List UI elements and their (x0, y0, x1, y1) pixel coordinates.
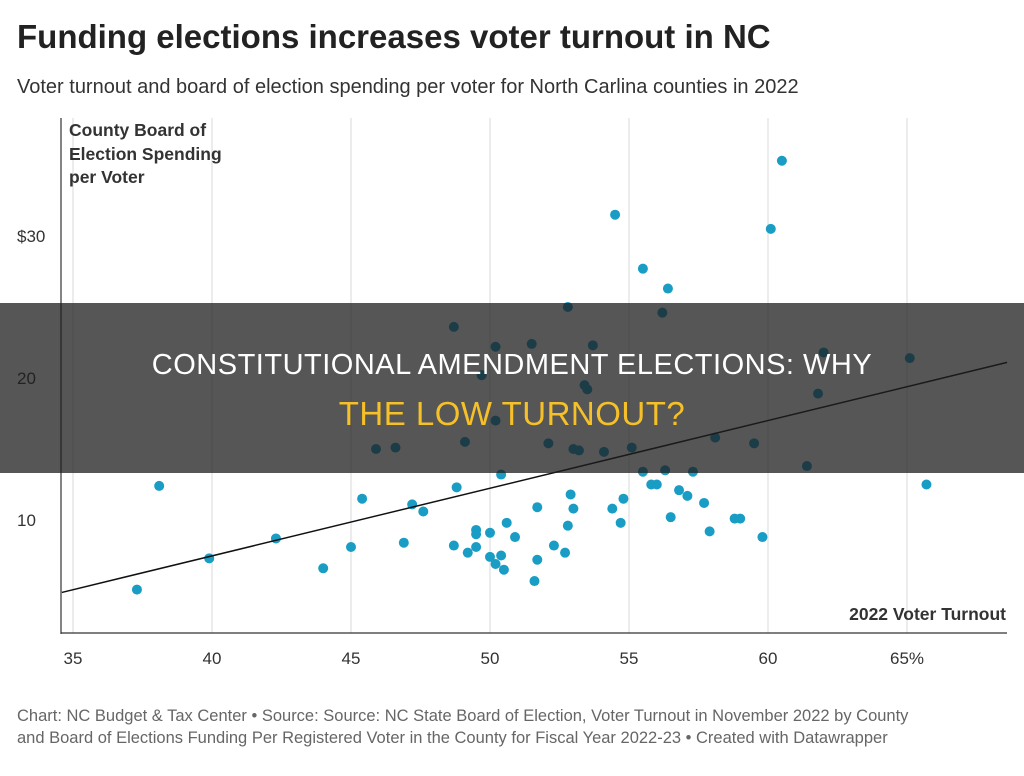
data-point (448, 540, 459, 551)
data-point (529, 576, 540, 587)
data-point (398, 537, 409, 548)
data-point (704, 526, 715, 537)
y-axis-label-line-1: County Board of (69, 120, 206, 140)
data-point (471, 529, 482, 540)
data-point (674, 485, 685, 496)
title-banner-overlay: CONSTITUTIONAL AMENDMENT ELECTIONS: WHY … (0, 303, 1024, 473)
data-point (610, 209, 621, 220)
data-point (765, 223, 776, 234)
chart-title: Funding elections increases voter turnou… (17, 18, 771, 55)
data-point (532, 502, 543, 513)
data-point (562, 520, 573, 531)
data-point (699, 497, 710, 508)
data-point (548, 540, 559, 551)
data-point (418, 506, 429, 517)
footer-line-1: Chart: NC Budget & Tax Center • Source: … (17, 707, 909, 725)
data-point (485, 551, 495, 562)
data-point (490, 559, 501, 570)
data-point (496, 550, 507, 561)
data-point (471, 541, 482, 552)
data-point (451, 482, 462, 493)
data-point (485, 527, 495, 538)
data-point (346, 541, 356, 552)
data-point (757, 532, 768, 543)
data-point (651, 479, 662, 490)
data-point (615, 517, 626, 528)
data-point (607, 503, 618, 514)
data-point (532, 554, 543, 565)
banner-line-2: THE LOW TURNOUT? (338, 395, 686, 432)
x-tick-label: 60 (759, 649, 778, 668)
data-point (131, 584, 142, 595)
data-point (154, 480, 165, 491)
data-point (270, 533, 281, 544)
x-tick-label: 35 (64, 649, 83, 668)
x-tick-label: 55 (620, 649, 639, 668)
data-point (735, 513, 746, 524)
data-point (318, 563, 329, 574)
y-tick-label: $30 (17, 227, 45, 246)
y-tick-label: 10 (17, 511, 36, 530)
x-tick-label: 40 (203, 649, 222, 668)
x-axis-label: 2022 Voter Turnout (849, 604, 1006, 624)
data-point (682, 490, 693, 501)
data-point (560, 547, 571, 558)
data-point (776, 155, 787, 166)
chart-subtitle: Voter turnout and board of election spen… (17, 76, 799, 98)
banner-line-1: CONSTITUTIONAL AMENDMENT ELECTIONS: WHY (151, 349, 873, 381)
data-point (204, 553, 215, 564)
data-point (498, 564, 509, 575)
data-point (637, 263, 648, 274)
x-tick-label: 65% (890, 649, 924, 668)
data-point (665, 512, 676, 523)
x-tick-label: 45 (342, 649, 361, 668)
data-point (568, 503, 579, 514)
data-point (921, 479, 932, 490)
data-point (510, 532, 521, 543)
x-tick-label: 50 (481, 649, 500, 668)
footer-line-2: and Board of Elections Funding Per Regis… (17, 729, 888, 747)
y-axis-label-line-2: Election Spending (69, 144, 222, 164)
data-point (565, 489, 576, 500)
chart-footer: Chart: NC Budget & Tax Center • Source: … (17, 705, 1007, 749)
data-point (662, 283, 673, 294)
data-point (357, 493, 368, 504)
data-point (618, 493, 629, 504)
data-point (462, 547, 473, 558)
data-point (501, 517, 512, 528)
y-axis-label-line-3: per Voter (69, 167, 145, 187)
